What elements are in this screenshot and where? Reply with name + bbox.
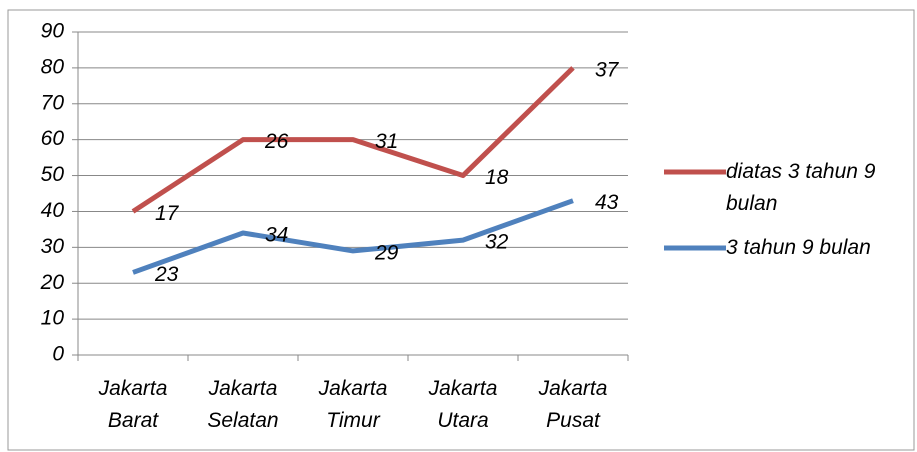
x-tick-label: Jakarta Barat: [98, 377, 168, 432]
y-tick-label: 10: [41, 307, 65, 330]
y-tick-label: 80: [41, 55, 65, 78]
data-label: 32: [485, 231, 509, 254]
x-tick-label: Jakarta Utara: [428, 377, 498, 432]
legend-label: 3 tahun 9 bulan: [726, 236, 871, 259]
x-tick-label: Jakarta Pusat: [538, 377, 608, 432]
x-tick-label: Jakarta Selatan: [207, 377, 279, 432]
legend-label: diatas 3 tahun 9 bulan: [726, 160, 876, 215]
y-tick-label: 50: [41, 163, 65, 186]
y-tick-label: 70: [41, 91, 65, 114]
y-tick-label: 90: [41, 20, 65, 43]
frame: [7, 9, 915, 451]
data-label: 37: [595, 58, 620, 81]
data-label: 18: [485, 166, 509, 189]
data-label: 29: [374, 241, 399, 264]
data-label: 26: [264, 130, 289, 153]
data-label: 31: [375, 130, 398, 153]
y-tick-label: 0: [52, 343, 64, 366]
y-tick-label: 20: [40, 271, 65, 294]
data-label: 43: [595, 191, 619, 214]
data-label: 17: [155, 202, 180, 225]
y-tick-label: 30: [41, 235, 65, 258]
y-tick-label: 60: [41, 127, 65, 150]
series-line: [132, 198, 574, 275]
data-label: 23: [154, 263, 179, 286]
series-line: [131, 66, 575, 214]
y-tick-label: 40: [41, 199, 65, 222]
x-tick-label: Jakarta Timur: [318, 377, 388, 432]
data-label: 34: [265, 224, 288, 247]
